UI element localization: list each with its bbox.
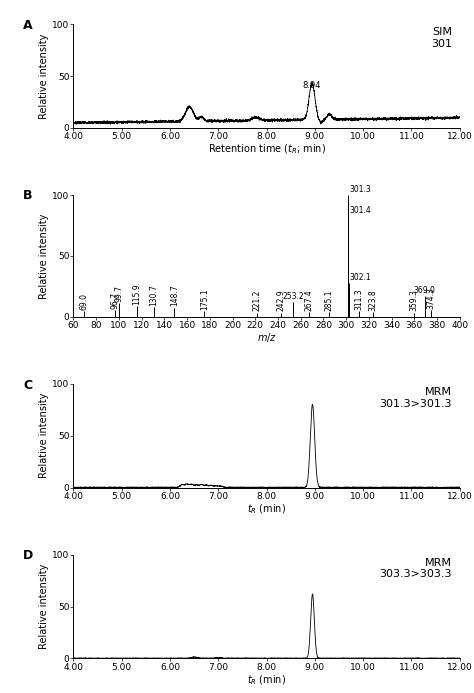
Text: 148.7: 148.7 [170, 285, 179, 306]
Y-axis label: Relative intensity: Relative intensity [39, 33, 49, 119]
X-axis label: $t_R$ (min): $t_R$ (min) [247, 673, 286, 687]
Y-axis label: Relative intensity: Relative intensity [39, 213, 49, 299]
Text: 221.2: 221.2 [252, 290, 261, 311]
Text: MRM
303.3>303.3: MRM 303.3>303.3 [380, 558, 452, 579]
Text: 96.7: 96.7 [110, 292, 119, 309]
Text: 311.3: 311.3 [355, 288, 364, 310]
Text: 323.8: 323.8 [369, 289, 378, 310]
Text: 374.3: 374.3 [426, 287, 435, 309]
Y-axis label: Relative intensity: Relative intensity [39, 393, 49, 478]
X-axis label: Retention time ($t_R$; min): Retention time ($t_R$; min) [208, 143, 326, 156]
Text: 301.4: 301.4 [349, 206, 371, 215]
Text: 99.7: 99.7 [114, 285, 123, 302]
Text: D: D [23, 550, 34, 563]
Text: 302.1: 302.1 [350, 273, 371, 282]
Text: 175.1: 175.1 [200, 288, 209, 310]
Text: C: C [23, 378, 32, 392]
Text: 301.3: 301.3 [349, 186, 371, 195]
X-axis label: $t_R$ (min): $t_R$ (min) [247, 502, 286, 516]
Text: 8.94: 8.94 [303, 81, 321, 90]
Text: MRM
301.3>301.3: MRM 301.3>301.3 [380, 387, 452, 409]
Text: 115.9: 115.9 [133, 283, 141, 305]
Text: SIM
301: SIM 301 [431, 27, 452, 49]
Text: 130.7: 130.7 [149, 284, 158, 306]
Text: 285.1: 285.1 [325, 289, 334, 310]
Text: 267.4: 267.4 [305, 289, 314, 310]
Text: 69.0: 69.0 [79, 293, 88, 310]
Y-axis label: Relative intensity: Relative intensity [39, 564, 49, 649]
Text: 253.2: 253.2 [282, 292, 304, 301]
X-axis label: $m/z$: $m/z$ [256, 331, 277, 344]
Text: 242.9: 242.9 [277, 290, 286, 311]
Text: 359.3: 359.3 [409, 290, 418, 311]
Text: 369.0: 369.0 [414, 286, 436, 295]
Text: A: A [23, 19, 33, 32]
Text: B: B [23, 189, 33, 202]
